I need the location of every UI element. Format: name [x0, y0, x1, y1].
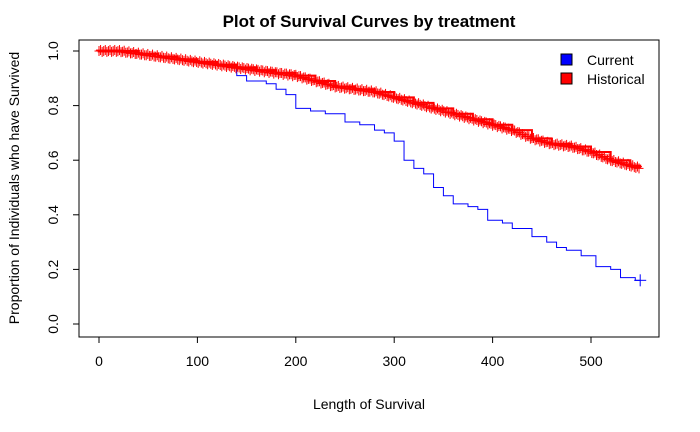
y-tick-label: 0.8: [45, 96, 61, 116]
chart-title: Plot of Survival Curves by treatment: [223, 12, 516, 31]
survival-line-current: [99, 50, 641, 281]
y-axis: 0.0 0.2 0.4 0.6 0.8 1.0: [45, 41, 80, 334]
y-tick-label: 0.0: [45, 314, 61, 334]
series-current: [99, 50, 647, 287]
legend: Current Historical: [560, 52, 645, 87]
survival-line-historical: [99, 50, 642, 169]
x-tick-label: 200: [284, 353, 308, 369]
legend-label-historical: Historical: [587, 71, 645, 87]
x-axis-label: Length of Survival: [313, 396, 425, 412]
y-tick-label: 1.0: [45, 41, 61, 61]
x-tick-label: 300: [383, 353, 407, 369]
legend-swatch-historical: [560, 72, 573, 85]
series-historical: [94, 44, 644, 174]
x-tick-label: 400: [481, 353, 505, 369]
x-tick-label: 100: [186, 353, 210, 369]
y-tick-label: 0.4: [45, 205, 61, 225]
x-tick-label: 0: [95, 353, 103, 369]
legend-swatch-current: [560, 53, 573, 66]
y-tick-label: 0.6: [45, 150, 61, 170]
legend-label-current: Current: [587, 52, 634, 68]
y-tick-label: 0.2: [45, 259, 61, 279]
plot-area-frame: [78, 39, 660, 338]
y-axis-label: Proportion of Individuals who have Survi…: [6, 52, 22, 324]
series-layer: [94, 44, 647, 287]
x-tick-label: 500: [579, 353, 603, 369]
x-axis: 0 100 200 300 400 500: [95, 336, 603, 369]
